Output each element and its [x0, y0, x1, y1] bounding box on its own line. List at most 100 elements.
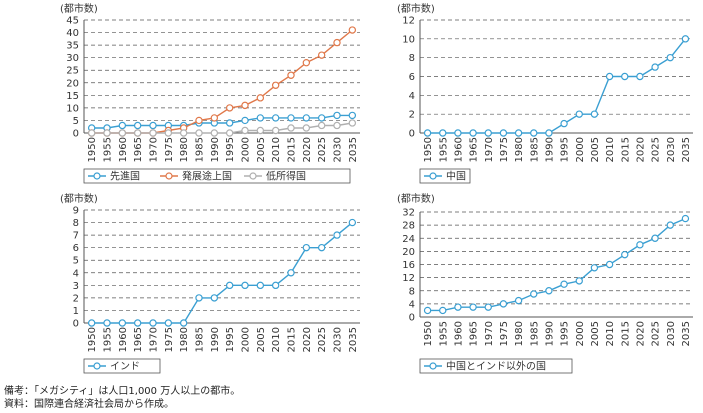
- data-point: [225, 281, 234, 290]
- x-tick-label: 2020: [302, 327, 313, 352]
- y-tick-label: 20: [66, 78, 79, 89]
- data-point: [514, 296, 523, 305]
- data-point: [317, 121, 326, 130]
- data-point: [621, 250, 629, 259]
- data-point: [621, 72, 629, 81]
- data-point: [590, 110, 599, 118]
- unit-label: (都市数): [397, 192, 435, 205]
- data-point: [439, 129, 447, 137]
- data-point: [666, 53, 674, 62]
- data-point: [651, 63, 659, 71]
- y-tick-label: 5: [73, 256, 79, 267]
- x-tick-label: 1970: [149, 327, 160, 352]
- data-point: [484, 129, 492, 137]
- legend-label: 発展途上国: [182, 170, 232, 183]
- x-tick-label: 2005: [256, 327, 267, 352]
- data-point: [348, 119, 357, 127]
- x-tick-label: 1955: [438, 137, 449, 162]
- x-tick-label: 2010: [271, 137, 282, 162]
- x-tick-label: 2010: [605, 321, 616, 346]
- y-tick-label: 7: [73, 231, 79, 242]
- data-point: [195, 129, 203, 137]
- x-tick-label: 1960: [118, 327, 129, 352]
- data-point: [118, 121, 127, 130]
- chart-panel-2: (都市数) 0 2 4 6 8 10 12 1950 1955 1960 1965 1970 1975 19…: [397, 2, 693, 184]
- x-tick-label: 1960: [118, 137, 129, 162]
- data-point: [636, 241, 644, 249]
- data-point: [195, 294, 203, 302]
- data-point: [241, 281, 249, 290]
- series-line-1: [427, 38, 686, 134]
- x-tick-label: 1995: [225, 327, 236, 352]
- y-tick-label: 0: [409, 313, 415, 324]
- y-tick-label: 15: [66, 91, 79, 102]
- y-tick-label: 25: [66, 66, 79, 77]
- y-tick-label: 0: [73, 129, 79, 140]
- x-tick-label: 2015: [620, 321, 631, 346]
- unit-label: (都市数): [60, 2, 98, 15]
- data-point: [605, 72, 614, 81]
- data-point: [469, 303, 477, 311]
- y-tick-label: 30: [66, 53, 79, 64]
- data-point: [499, 129, 508, 137]
- x-tick-label: 1975: [499, 321, 510, 346]
- data-point: [439, 306, 447, 315]
- x-tick-label: 2005: [590, 137, 601, 162]
- data-point: [164, 319, 173, 327]
- data-point: [454, 129, 462, 137]
- chart-panel-3: (都市数) 0 1 23 45 67 89 1950 1955 1960 1965 1970 1975 1…: [60, 192, 360, 374]
- data-point: [241, 126, 249, 135]
- data-point: [179, 319, 188, 327]
- data-point: [514, 129, 523, 137]
- data-point: [317, 51, 326, 59]
- x-tick-label: 1980: [179, 327, 190, 352]
- legend-swatch-marker: [429, 362, 437, 370]
- x-tick-label: 1965: [469, 321, 480, 346]
- legend-swatch-marker: [429, 172, 437, 180]
- legend-label: 低所得国: [266, 170, 306, 183]
- x-tick-label: 1975: [164, 327, 175, 352]
- data-point: [317, 114, 326, 122]
- data-point: [87, 319, 96, 327]
- data-point: [87, 129, 96, 137]
- y-tick-label: 9: [73, 206, 79, 217]
- x-tick-label: 1980: [514, 321, 525, 346]
- x-tick-label: 2000: [241, 137, 252, 162]
- x-tick-label: 2005: [590, 321, 601, 346]
- x-tick-label: 2030: [333, 327, 344, 352]
- data-point: [333, 38, 341, 47]
- data-point: [666, 221, 674, 229]
- x-tick-label: 1965: [133, 137, 144, 162]
- x-tick-label: 2025: [651, 321, 662, 346]
- y-tick-label: 2: [73, 293, 79, 304]
- data-point: [302, 243, 311, 252]
- data-point: [545, 287, 553, 295]
- data-point: [651, 234, 659, 242]
- y-tick-label: 0: [409, 129, 415, 140]
- data-point: [348, 26, 357, 34]
- data-point: [225, 119, 234, 127]
- x-tick-label: 1980: [514, 137, 525, 162]
- x-tick-label: 2035: [348, 137, 359, 162]
- data-point: [133, 121, 142, 130]
- y-tick-label: 12: [402, 273, 415, 284]
- data-point: [575, 110, 583, 118]
- data-point: [256, 281, 265, 290]
- x-tick-label: 2000: [241, 327, 252, 352]
- data-point: [287, 124, 295, 132]
- x-tick-label: 2020: [635, 321, 646, 346]
- legend-swatch-marker: [165, 172, 173, 180]
- y-tick-label: 10: [66, 103, 79, 114]
- data-point: [210, 294, 219, 302]
- x-tick-label: 1985: [195, 327, 206, 352]
- x-tick-label: 2000: [575, 137, 586, 162]
- y-tick-label: 10: [402, 34, 415, 45]
- y-tick-label: 12: [402, 16, 415, 27]
- x-tick-label: 1985: [529, 137, 540, 162]
- data-point: [499, 300, 508, 308]
- data-point: [195, 116, 203, 125]
- y-tick-label: 6: [73, 243, 79, 254]
- x-tick-label: 1955: [103, 137, 114, 162]
- data-point: [484, 303, 492, 311]
- data-point: [590, 264, 599, 272]
